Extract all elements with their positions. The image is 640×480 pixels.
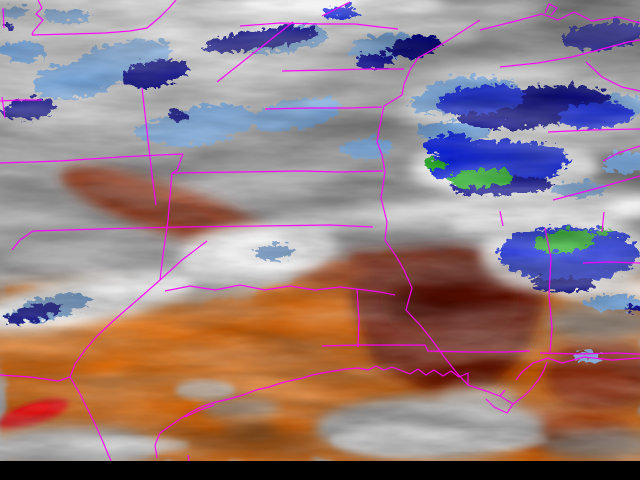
cloud-texture (0, 0, 640, 461)
satellite-image[interactable] (0, 0, 640, 461)
status-bar: 380038 G-12 IMG 03 8 MAY 03128 170144 03… (0, 461, 640, 480)
state-boundaries-overlay (0, 0, 640, 461)
